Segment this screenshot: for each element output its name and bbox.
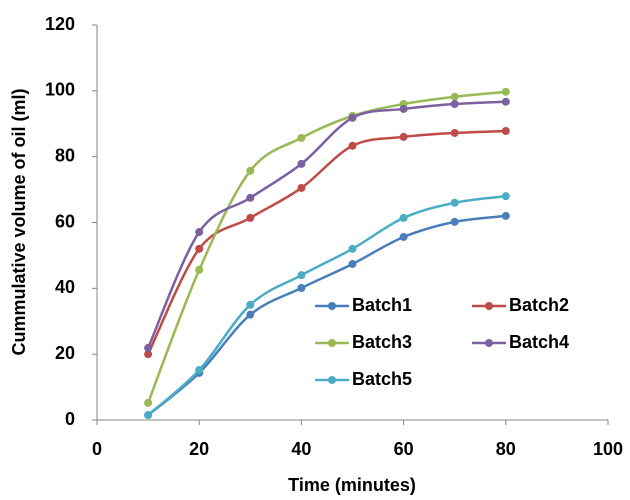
legend-marker: [328, 376, 336, 384]
data-point: [450, 128, 459, 137]
y-tick-label: 60: [55, 211, 75, 231]
data-point: [195, 265, 204, 274]
data-point: [450, 217, 459, 226]
y-axis-title: Cummulative volume of oil (ml): [9, 88, 29, 355]
data-point: [195, 365, 204, 374]
data-point: [144, 398, 153, 407]
data-point: [399, 104, 408, 113]
x-tick-label: 80: [496, 439, 516, 459]
x-tick-label: 20: [189, 439, 209, 459]
data-point: [501, 192, 510, 201]
data-point: [195, 228, 204, 237]
y-tick-label: 20: [55, 343, 75, 363]
data-point: [246, 213, 255, 222]
x-tick-label: 40: [291, 439, 311, 459]
legend-label: Batch2: [509, 295, 569, 315]
data-point: [297, 159, 306, 168]
data-point: [297, 133, 306, 142]
legend-marker: [485, 302, 493, 310]
x-tick-label: 100: [593, 439, 623, 459]
data-point: [501, 126, 510, 135]
data-point: [246, 166, 255, 175]
data-point: [297, 271, 306, 280]
data-point: [399, 232, 408, 241]
x-axis-title: Time (minutes): [288, 475, 416, 495]
data-point: [246, 310, 255, 319]
data-point: [195, 244, 204, 253]
y-tick-label: 100: [45, 80, 75, 100]
y-tick-label: 40: [55, 277, 75, 297]
y-tick-label: 80: [55, 145, 75, 165]
data-point: [144, 350, 153, 359]
legend-marker: [328, 339, 336, 347]
y-tick-label: 0: [65, 409, 75, 429]
series-line: [146, 129, 506, 355]
legend-label: Batch3: [352, 332, 412, 352]
x-tick-label: 0: [92, 439, 102, 459]
data-point: [501, 211, 510, 220]
data-point: [399, 213, 408, 222]
legend-label: Batch1: [352, 295, 412, 315]
data-point: [501, 87, 510, 96]
data-point: [144, 343, 153, 352]
data-point: [450, 100, 459, 108]
data-point: [246, 300, 255, 309]
data-point: [348, 259, 357, 268]
y-tick-label: 120: [45, 14, 75, 34]
data-point: [348, 141, 357, 150]
data-point: [450, 92, 459, 101]
data-point: [450, 198, 459, 207]
legend-marker: [328, 302, 336, 310]
legend-marker: [485, 339, 493, 347]
data-point: [348, 113, 357, 122]
data-point: [297, 284, 306, 293]
data-point: [246, 193, 255, 202]
x-tick-label: 60: [394, 439, 414, 459]
legend-label: Batch4: [509, 332, 569, 352]
data-point: [348, 244, 357, 253]
legend-label: Batch5: [352, 369, 412, 389]
data-point: [501, 97, 510, 106]
data-point: [399, 132, 408, 141]
data-point: [144, 411, 153, 420]
data-point: [297, 183, 306, 192]
